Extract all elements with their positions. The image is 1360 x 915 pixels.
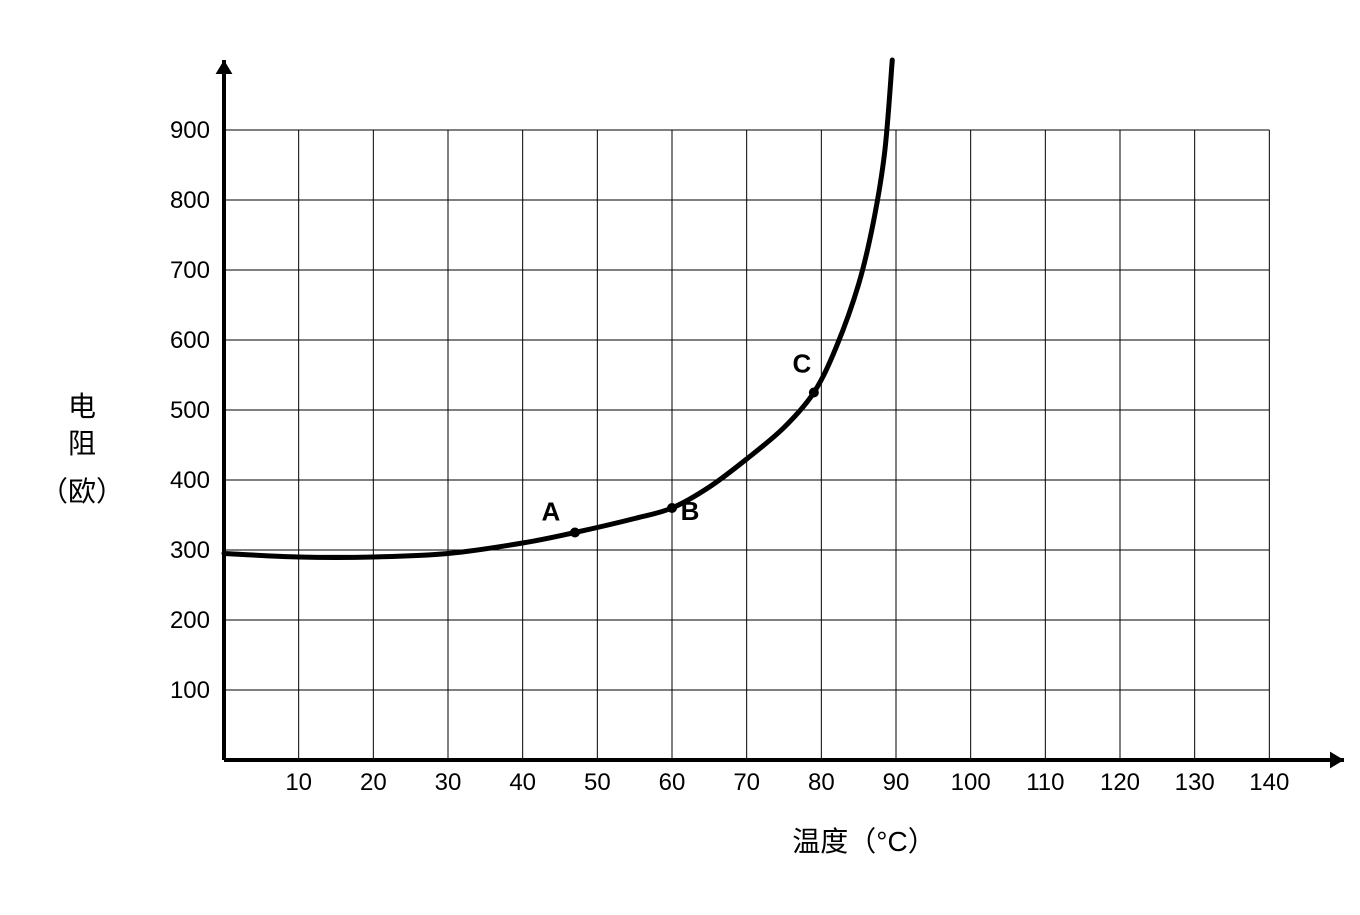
svg-text:30: 30: [435, 769, 462, 796]
chart-svg: 10 20 30 40 50 60 70 80 90 100 110 120 130 140 100 200 3…: [154, 40, 1360, 810]
svg-text:10: 10: [285, 769, 312, 796]
plot-area: 10 20 30 40 50 60 70 80 90 100 110 120 130 140 100 200 3…: [154, 40, 1360, 860]
svg-text:130: 130: [1175, 769, 1215, 796]
svg-text:400: 400: [170, 467, 210, 494]
y-axis-label-line1: 电: [68, 389, 96, 425]
svg-text:700: 700: [170, 257, 210, 284]
svg-text:800: 800: [170, 187, 210, 214]
svg-text:500: 500: [170, 397, 210, 424]
svg-text:140: 140: [1249, 769, 1289, 796]
svg-text:60: 60: [659, 769, 686, 796]
svg-text:A: A: [542, 497, 561, 527]
svg-text:20: 20: [360, 769, 387, 796]
svg-text:80: 80: [808, 769, 835, 796]
svg-text:40: 40: [509, 769, 536, 796]
y-axis-label-line2: 阻: [68, 426, 96, 462]
svg-text:90: 90: [883, 769, 910, 796]
svg-text:110: 110: [1026, 769, 1064, 796]
x-axis-label: 温度（°C）: [154, 820, 1360, 860]
svg-text:C: C: [792, 349, 811, 379]
chart-container: 电 阻 （欧） 10 20 30 40 50 60 70 80 90 100 110 120 130 14…: [40, 40, 1320, 860]
svg-text:300: 300: [170, 537, 210, 564]
svg-text:70: 70: [733, 769, 760, 796]
svg-text:B: B: [681, 496, 700, 526]
svg-text:600: 600: [170, 327, 210, 354]
svg-text:120: 120: [1100, 769, 1140, 796]
svg-text:100: 100: [170, 677, 210, 704]
y-axis-label-unit: （欧）: [40, 474, 124, 510]
svg-text:50: 50: [584, 769, 611, 796]
svg-text:100: 100: [951, 769, 991, 796]
svg-text:200: 200: [170, 607, 210, 634]
svg-text:900: 900: [170, 117, 210, 144]
y-axis-label: 电 阻 （欧）: [40, 389, 124, 510]
